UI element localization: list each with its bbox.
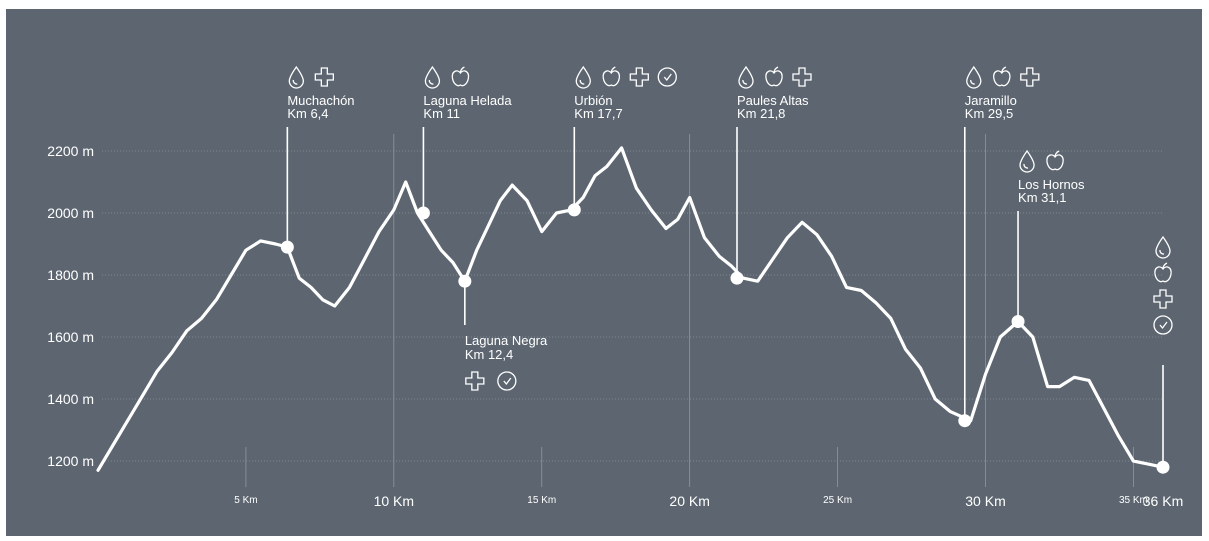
- first-aid-icon: [465, 371, 485, 391]
- food-icon: [1046, 150, 1064, 171]
- food-icon: [765, 66, 783, 87]
- x-tick-label: 30 Km: [965, 493, 1005, 509]
- x-tick-label: 25 Km: [823, 495, 852, 506]
- first-aid-icon: [314, 67, 334, 87]
- station-km: Km 11: [423, 106, 460, 121]
- station-name: Laguna Negra: [465, 333, 548, 348]
- station-point: [730, 271, 744, 285]
- station-name: Laguna Helada: [423, 93, 512, 108]
- water-icon: [738, 65, 754, 89]
- station-point: [416, 206, 430, 220]
- station-point: [280, 240, 294, 254]
- water-icon: [1155, 235, 1171, 259]
- station-name: Los Hornos: [1018, 177, 1085, 192]
- water-icon: [966, 65, 982, 89]
- station-name: Jaramillo: [965, 93, 1017, 108]
- water-icon: [424, 65, 441, 89]
- first-aid-icon: [629, 67, 649, 87]
- water-icon: [1019, 149, 1035, 173]
- station-name: Muchachón: [287, 93, 354, 108]
- elevation-profile-chart: 1200 m 1400 m 1600 m 1800 m 2000 m 2200 m 5 Km…: [47, 65, 1183, 509]
- station-km: Km 17,7: [574, 106, 622, 121]
- station-marker: [1156, 365, 1170, 474]
- station-point: [458, 274, 472, 288]
- food-icon: [451, 66, 470, 87]
- y-tick-label: 1800 m: [47, 267, 94, 283]
- x-tick-label: 5 Km: [234, 495, 257, 506]
- y-tick-label: 1200 m: [47, 453, 94, 469]
- station-point: [1011, 315, 1025, 328]
- first-aid-icon: [1020, 67, 1040, 87]
- station-point: [567, 203, 581, 217]
- elevation-line: [96, 146, 1165, 472]
- clock-icon: [657, 67, 677, 87]
- x-tick-label: 35 Km: [1119, 495, 1148, 506]
- station-km: Km 21,8: [737, 106, 785, 121]
- y-tick-label: 2000 m: [47, 205, 94, 221]
- first-aid-icon: [792, 67, 812, 87]
- food-icon: [1154, 262, 1172, 283]
- station-km: Km 6,4: [287, 106, 328, 121]
- y-tick-label: 2200 m: [47, 143, 94, 159]
- y-tick-label: 1600 m: [47, 329, 94, 345]
- clock-icon: [1153, 315, 1173, 335]
- x-tick-label: 10 Km: [374, 493, 414, 509]
- water-icon: [288, 65, 304, 89]
- first-aid-icon: [1153, 289, 1173, 309]
- elevation-profile-panel: 1200 m 1400 m 1600 m 1800 m 2000 m 2200 m 5 Km…: [6, 9, 1202, 536]
- food-icon: [602, 66, 621, 87]
- y-tick-label: 1400 m: [47, 391, 94, 407]
- x-tick-label: 15 Km: [527, 495, 556, 506]
- station-name: Urbión: [574, 93, 612, 108]
- water-icon: [575, 65, 591, 89]
- clock-icon: [497, 371, 517, 391]
- station-km: Km 31,1: [1018, 190, 1066, 205]
- station-point: [958, 414, 972, 428]
- x-tick-label: 20 Km: [669, 493, 709, 509]
- food-icon: [993, 66, 1011, 87]
- station-km: Km 12,4: [465, 347, 513, 362]
- x-tick-label: 36 Km: [1143, 493, 1183, 509]
- station-name: Paules Altas: [737, 93, 809, 108]
- station-point: [1156, 460, 1170, 474]
- station-km: Km 29,5: [965, 106, 1013, 121]
